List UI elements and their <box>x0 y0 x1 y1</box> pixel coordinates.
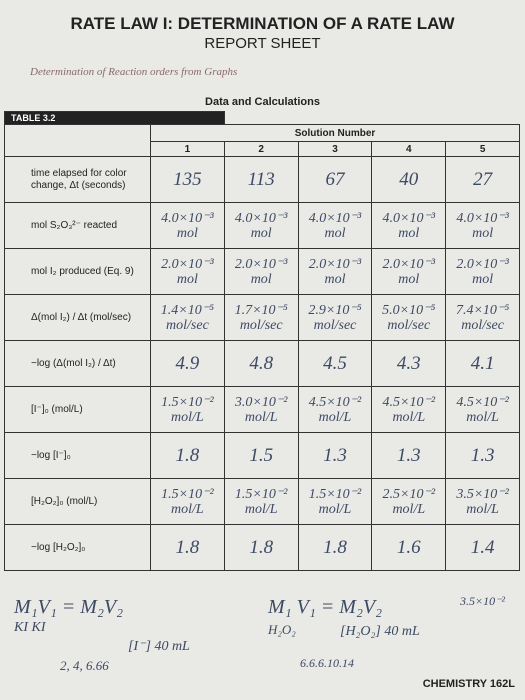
column-number: 4 <box>371 141 447 157</box>
cell-value: 113 <box>223 156 299 203</box>
handwritten-scribble: [H₂O₂] 40 mL <box>340 624 420 639</box>
cell-value: 3.0×10⁻² mol/L <box>223 386 299 433</box>
cell-value: 4.5×10⁻² mol/L <box>297 386 373 433</box>
cell-value: 4.9 <box>150 340 225 387</box>
cell-value: 1.3 <box>297 432 373 479</box>
cell-value: 4.0×10⁻³ mol <box>223 202 299 249</box>
cell-value: 5.0×10⁻⁵ mol/sec <box>371 294 447 341</box>
cell-value: 1.5×10⁻² mol/L <box>150 386 225 433</box>
row-label: −log [H₂O₂]₀ <box>4 524 151 571</box>
handwritten-scribble: 3.5×10⁻² <box>460 594 506 608</box>
cell-value: 4.5 <box>297 340 373 387</box>
cell-value: 1.8 <box>150 432 225 479</box>
handwritten-scribble: [I⁻] 40 mL <box>128 639 190 654</box>
row-label: Δ(mol I₂) / Δt (mol/sec) <box>4 294 151 341</box>
column-number: 5 <box>445 141 520 157</box>
section-heading: Data and Calculations <box>205 96 320 108</box>
cell-value: 2.0×10⁻³ mol <box>297 248 373 295</box>
cell-value: 4.0×10⁻³ mol <box>371 202 447 249</box>
footer: CHEMISTRY 162L <box>422 678 515 690</box>
table-row: mol I₂ produced (Eq. 9) 2.0×10⁻³ mol 2.0×1… <box>4 248 520 295</box>
cell-value: 1.8 <box>150 524 225 571</box>
cell-value: 7.4×10⁻⁵ mol/sec <box>445 294 520 341</box>
table-row: mol S₂O₃²⁻ reacted 4.0×10⁻³ mol 4.0×10⁻³ m… <box>4 202 520 249</box>
table-row: time elapsed for color change, Δt (secon… <box>4 156 520 203</box>
cell-value: 4.8 <box>223 340 299 387</box>
handwritten-scribble: 6.6.6.10.14 <box>300 656 354 670</box>
handwritten-scribble: M₁V₁ = M₂V₂ <box>14 596 124 618</box>
subtitle: REPORT SHEET <box>204 35 321 52</box>
cell-value: 1.4 <box>445 524 520 571</box>
handwritten-note: Determination of Reaction orders from Gr… <box>30 66 238 78</box>
cell-value: 2.0×10⁻³ mol <box>150 248 225 295</box>
row-label: [I⁻]₀ (mol/L) <box>4 386 151 433</box>
cell-value: 1.3 <box>371 432 447 479</box>
row-label: [H₂O₂]₀ (mol/L) <box>4 478 151 525</box>
row-label: −log (Δ(mol I₂) / Δt) <box>4 340 151 387</box>
cell-value: 3.5×10⁻² mol/L <box>445 478 520 525</box>
cell-value: 4.5×10⁻² mol/L <box>371 386 447 433</box>
column-number: 2 <box>223 141 299 157</box>
row-label: −log [I⁻]₀ <box>4 432 151 479</box>
table-row: −log (Δ(mol I₂) / Δt) 4.9 4.8 4.5 4.3 4.1 <box>4 340 520 387</box>
cell-value: 1.7×10⁻⁵ mol/sec <box>223 294 299 341</box>
cell-value: 4.5×10⁻² mol/L <box>445 386 520 433</box>
column-number: 3 <box>297 141 373 157</box>
row-label: mol S₂O₃²⁻ reacted <box>4 202 151 249</box>
cell-value: 4.3 <box>371 340 447 387</box>
cell-value: 1.8 <box>297 524 373 571</box>
column-number: 1 <box>150 141 225 157</box>
cell-value: 1.4×10⁻⁵ mol/sec <box>150 294 225 341</box>
cell-value: 1.5 <box>223 432 299 479</box>
group-header: Solution Number <box>150 124 520 142</box>
cell-value: 2.0×10⁻³ mol <box>223 248 299 295</box>
table-row: [H₂O₂]₀ (mol/L) 1.5×10⁻² mol/L 1.5×10⁻² mo… <box>4 478 520 525</box>
cell-value: 27 <box>445 156 520 203</box>
row-label: mol I₂ produced (Eq. 9) <box>4 248 151 295</box>
handwritten-scribble: 2, 4, 6.66 <box>60 658 109 673</box>
cell-value: 4.1 <box>445 340 520 387</box>
cell-value: 4.0×10⁻³ mol <box>297 202 373 249</box>
cell-value: 2.5×10⁻² mol/L <box>371 478 447 525</box>
handwritten-scribble: M₁ V₁ = M₂V₂ <box>268 596 383 618</box>
title: RATE LAW I: DETERMINATION OF A RATE LAW <box>70 14 455 33</box>
cell-value: 1.5×10⁻² mol/L <box>223 478 299 525</box>
table-row: [I⁻]₀ (mol/L) 1.5×10⁻² mol/L 3.0×10⁻² mol/… <box>4 386 520 433</box>
table-row: −log [I⁻]₀ 1.8 1.5 1.3 1.3 1.3 <box>4 432 520 479</box>
cell-value: 67 <box>297 156 373 203</box>
cell-value: 4.0×10⁻³ mol <box>150 202 225 249</box>
table-row: Δ(mol I₂) / Δt (mol/sec) 1.4×10⁻⁵ mol/sec… <box>4 294 520 341</box>
handwritten-scribble: H₂O₂ <box>268 622 296 637</box>
row-label: time elapsed for color change, Δt (secon… <box>4 156 151 203</box>
cell-value: 1.8 <box>223 524 299 571</box>
handwritten-scribble: KI KI <box>14 620 46 635</box>
cell-value: 1.3 <box>445 432 520 479</box>
table-row: −log [H₂O₂]₀ 1.8 1.8 1.8 1.6 1.4 <box>4 524 520 571</box>
cell-value: 1.6 <box>371 524 447 571</box>
cell-value: 40 <box>371 156 447 203</box>
table-label: TABLE 3.2 <box>4 111 225 125</box>
cell-value: 1.5×10⁻² mol/L <box>150 478 225 525</box>
cell-value: 2.0×10⁻³ mol <box>371 248 447 295</box>
cell-value: 1.5×10⁻² mol/L <box>297 478 373 525</box>
cell-value: 4.0×10⁻³ mol <box>445 202 520 249</box>
cell-value: 2.0×10⁻³ mol <box>445 248 520 295</box>
cell-value: 2.9×10⁻⁵ mol/sec <box>297 294 373 341</box>
cell-value: 135 <box>150 156 225 203</box>
